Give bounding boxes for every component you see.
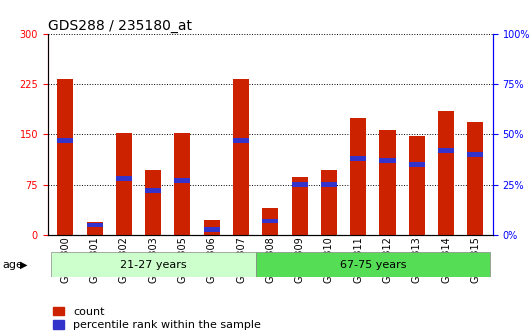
Bar [321,182,337,187]
Bar [467,122,483,235]
Bar [57,79,73,235]
Text: 67-75 years: 67-75 years [340,260,406,269]
Bar [255,252,490,277]
Bar [86,222,103,235]
Bar [292,182,307,187]
Bar [292,177,307,235]
Bar [350,156,366,161]
Bar [350,118,366,235]
Bar [204,220,220,235]
Bar [174,133,190,235]
Bar [409,162,425,167]
Bar [233,138,249,143]
Text: 21-27 years: 21-27 years [120,260,187,269]
Bar [116,133,132,235]
Bar [438,148,454,153]
Text: ▶: ▶ [20,260,28,269]
Legend: count, percentile rank within the sample: count, percentile rank within the sample [53,307,261,330]
Bar [145,170,161,235]
Bar [233,79,249,235]
Bar [379,158,395,163]
Bar [409,136,425,235]
Bar [321,170,337,235]
Bar [145,188,161,193]
Bar [57,138,73,143]
Bar [467,152,483,157]
Bar [379,130,395,235]
Bar [116,176,132,181]
Bar [204,227,220,232]
Bar [262,219,278,223]
Bar [438,111,454,235]
Bar [174,178,190,183]
Bar [51,252,255,277]
Bar [262,208,278,235]
Text: GDS288 / 235180_at: GDS288 / 235180_at [48,18,192,33]
Text: age: age [3,260,23,269]
Bar [86,223,103,227]
